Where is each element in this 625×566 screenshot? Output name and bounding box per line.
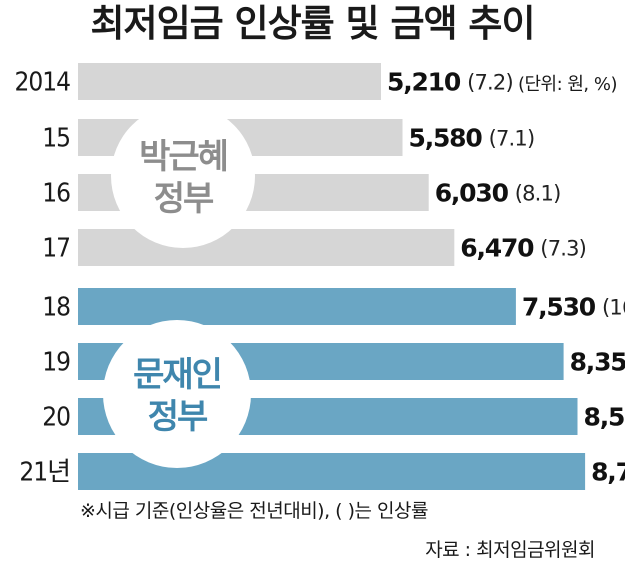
category-label-3: 17 xyxy=(42,234,70,264)
value-label-2: 6,030 xyxy=(435,179,509,208)
value-label-4: 7,530 xyxy=(522,293,596,322)
category-label-4: 18 xyxy=(42,293,70,323)
growth-label-4: (16.4) xyxy=(602,296,625,320)
group-circle-1 xyxy=(103,320,251,468)
value-label-7: 8,720 xyxy=(591,458,625,487)
bar-0 xyxy=(78,63,381,100)
category-label-1: 15 xyxy=(42,124,70,154)
value-label-1: 5,580 xyxy=(409,124,483,153)
value-label-3: 6,470 xyxy=(460,234,534,263)
growth-label-2: (8.1) xyxy=(515,182,561,206)
group-label-line1-1: 문재인 xyxy=(133,355,221,395)
chart-title: 최저임금 인상률 및 금액 추이 xyxy=(90,2,535,45)
growth-label-0: (7.2) xyxy=(467,71,513,95)
category-label-5: 19 xyxy=(42,348,70,378)
group-label-line1-0: 박근혜 xyxy=(139,137,227,177)
growth-label-1: (7.1) xyxy=(489,127,535,151)
bar-4 xyxy=(78,288,516,325)
category-label-6: 20 xyxy=(42,403,70,433)
category-label-2: 16 xyxy=(42,179,70,209)
source-note: 자료 : 최저임금위원회 xyxy=(425,539,595,561)
category-label-0: 2014 xyxy=(14,68,70,98)
value-label-0: 5,210 xyxy=(387,68,461,97)
growth-label-3: (7.3) xyxy=(540,237,586,261)
value-label-6: 8,590 xyxy=(584,403,625,432)
unit-note: (단위: 원, %) xyxy=(517,74,618,95)
group-label-line2-1: 정부 xyxy=(148,397,208,437)
group-label-line2-0: 정부 xyxy=(154,179,214,219)
value-label-5: 8,350 xyxy=(570,348,625,377)
footnote: ※시급 기준(인상율은 전년대비), ( )는 인상률 xyxy=(80,500,429,522)
category-label-7: 21년 xyxy=(19,458,70,488)
bar-3 xyxy=(78,229,455,266)
group-circle-0 xyxy=(111,104,255,248)
